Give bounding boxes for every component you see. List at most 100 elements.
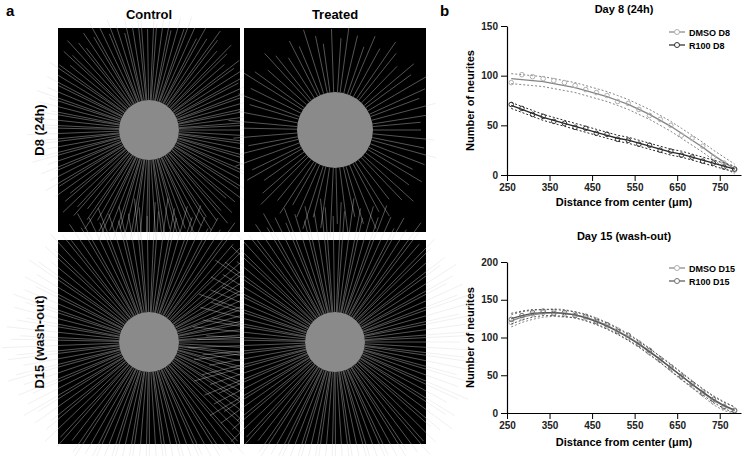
neurite	[335, 372, 336, 456]
neurite	[359, 257, 445, 324]
x-tick-mark	[720, 413, 721, 419]
neurite	[179, 116, 255, 126]
neurite	[369, 147, 413, 169]
neurite	[35, 359, 125, 423]
panel-label: a	[6, 2, 15, 19]
neurite	[358, 160, 389, 199]
y-tick-label: 0	[492, 170, 498, 181]
y-tick-mark	[501, 262, 507, 263]
neurite	[158, 371, 191, 456]
micrograph	[27, 11, 270, 250]
data-point	[573, 313, 578, 318]
neurite	[24, 357, 123, 415]
neurite	[360, 358, 445, 414]
neurite	[2, 343, 119, 347]
neurite	[149, 372, 150, 456]
neurite	[60, 364, 128, 437]
neurite	[332, 372, 334, 456]
neurite	[214, 356, 308, 404]
neurite	[366, 75, 411, 108]
neurite	[257, 240, 317, 318]
neurite	[42, 133, 120, 141]
neurite	[128, 214, 144, 313]
neurite	[25, 277, 122, 328]
x-tick-label: 650	[669, 420, 686, 431]
x-tick-label: 350	[542, 420, 559, 431]
neurite	[172, 64, 225, 110]
neurite	[210, 352, 307, 385]
neurite	[88, 369, 137, 456]
neurite	[235, 143, 299, 166]
neurite	[261, 157, 308, 204]
y-tick-label: 100	[481, 332, 498, 343]
neurite	[350, 165, 376, 229]
neurite	[358, 260, 430, 322]
y-tick: 150	[481, 21, 507, 32]
neurite	[314, 214, 330, 313]
neurite	[363, 354, 469, 399]
x-tick-label: 350	[542, 182, 559, 193]
neurite	[211, 277, 308, 328]
soma	[305, 312, 365, 372]
data-point	[626, 138, 631, 143]
neurite	[339, 372, 355, 456]
neurite	[67, 41, 128, 108]
legend: DMSO D15R100 D15	[669, 264, 735, 287]
neurite	[289, 41, 317, 96]
y-tick: 0	[492, 408, 507, 419]
neurite	[94, 37, 134, 104]
neurite	[316, 36, 328, 93]
data-point	[700, 391, 705, 396]
x-tick: 750	[712, 175, 729, 193]
neurite	[351, 230, 406, 317]
data-point	[541, 114, 546, 119]
neurite	[331, 29, 333, 92]
neurite	[362, 66, 398, 103]
neurite	[246, 364, 314, 437]
y-tick: 50	[487, 120, 507, 131]
neurite	[368, 149, 422, 181]
x-tick-mark	[635, 175, 636, 181]
neurite	[274, 369, 323, 456]
data-point	[573, 83, 578, 88]
neurite	[345, 217, 378, 313]
chart-title: Day 15 (wash-out)	[577, 230, 671, 242]
fit-curve	[511, 105, 734, 169]
data-point	[541, 309, 546, 314]
x-axis-line	[508, 413, 742, 414]
data-point	[552, 78, 557, 83]
x-tick: 450	[584, 175, 601, 193]
neurite	[204, 353, 307, 395]
data-point	[509, 317, 514, 322]
data-point	[700, 159, 705, 164]
neurite	[365, 342, 460, 343]
neurite	[177, 92, 248, 119]
neurite	[362, 283, 447, 328]
plot-area	[509, 309, 737, 413]
neurite	[124, 372, 144, 456]
x-tick-label: 650	[669, 182, 686, 193]
y-tick-mark	[501, 125, 507, 126]
data-point	[732, 167, 737, 172]
data-point	[615, 99, 620, 104]
neurite	[149, 160, 150, 241]
neurite	[171, 150, 226, 198]
neurite	[248, 137, 297, 146]
neurite	[124, 19, 142, 101]
figure: aControlTreatedD8 (24h)D15 (wash-out)bDa…	[0, 0, 749, 456]
data-point	[679, 374, 684, 379]
neurite	[271, 368, 320, 454]
neurite	[361, 276, 453, 327]
neurite	[223, 274, 310, 326]
neurite	[350, 36, 375, 95]
neurite	[139, 207, 147, 312]
neurite	[48, 135, 120, 148]
neurite	[45, 363, 127, 442]
neurite	[194, 350, 306, 381]
x-tick-label: 750	[712, 420, 729, 431]
data-point	[562, 310, 567, 315]
neurite	[146, 372, 148, 456]
neurite	[172, 149, 235, 202]
legend-marker	[675, 266, 680, 271]
neurite	[203, 320, 306, 337]
